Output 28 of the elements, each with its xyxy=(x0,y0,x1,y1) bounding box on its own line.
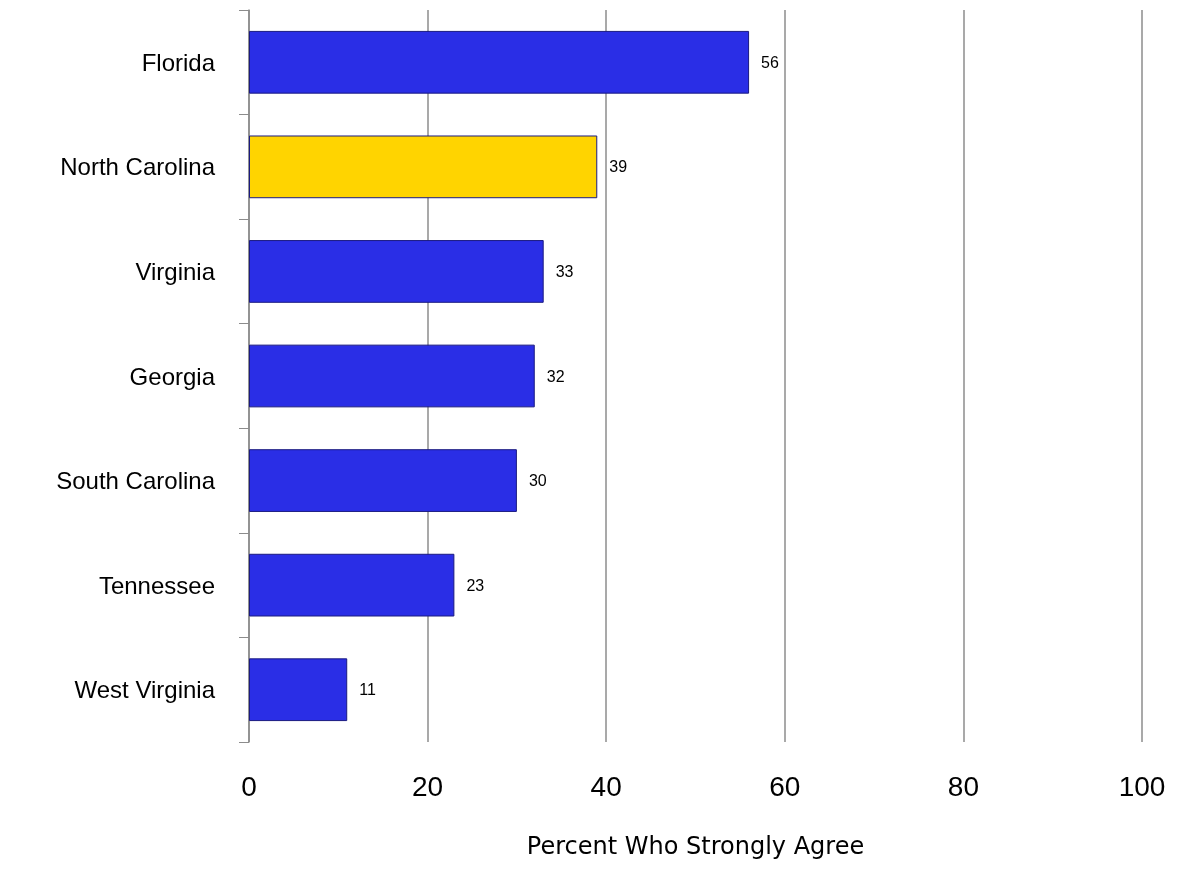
data-label: 56 xyxy=(761,53,779,71)
x-tick-label: 100 xyxy=(1118,770,1166,802)
data-label: 23 xyxy=(466,576,485,594)
x-tick-label: 40 xyxy=(590,770,622,802)
y-tick-label: South Carolina xyxy=(56,467,216,495)
bar xyxy=(249,449,517,512)
y-tick-label: Tennessee xyxy=(98,571,215,599)
data-label: 30 xyxy=(528,472,547,490)
x-axis-title: Percent Who Strongly Agree xyxy=(526,832,865,860)
y-tick-label: Virginia xyxy=(135,257,216,285)
bar xyxy=(249,30,750,94)
bar xyxy=(249,344,535,408)
bar xyxy=(249,553,455,617)
y-tick-label: West Virginia xyxy=(74,676,216,704)
bar xyxy=(249,240,544,303)
x-tick-label: 0 xyxy=(241,770,257,802)
bar xyxy=(249,658,348,722)
data-label: 39 xyxy=(609,158,628,176)
x-tick-label: 80 xyxy=(947,770,979,802)
data-label: 32 xyxy=(546,367,565,385)
y-tick-label: Florida xyxy=(141,48,216,76)
bar xyxy=(249,135,598,199)
x-tick-label: 60 xyxy=(769,770,801,802)
y-tick-label: North Carolina xyxy=(60,153,216,181)
x-tick-label: 20 xyxy=(412,770,444,802)
data-label: 33 xyxy=(555,262,574,280)
y-tick-label: Georgia xyxy=(129,362,216,390)
data-label: 11 xyxy=(359,681,376,699)
